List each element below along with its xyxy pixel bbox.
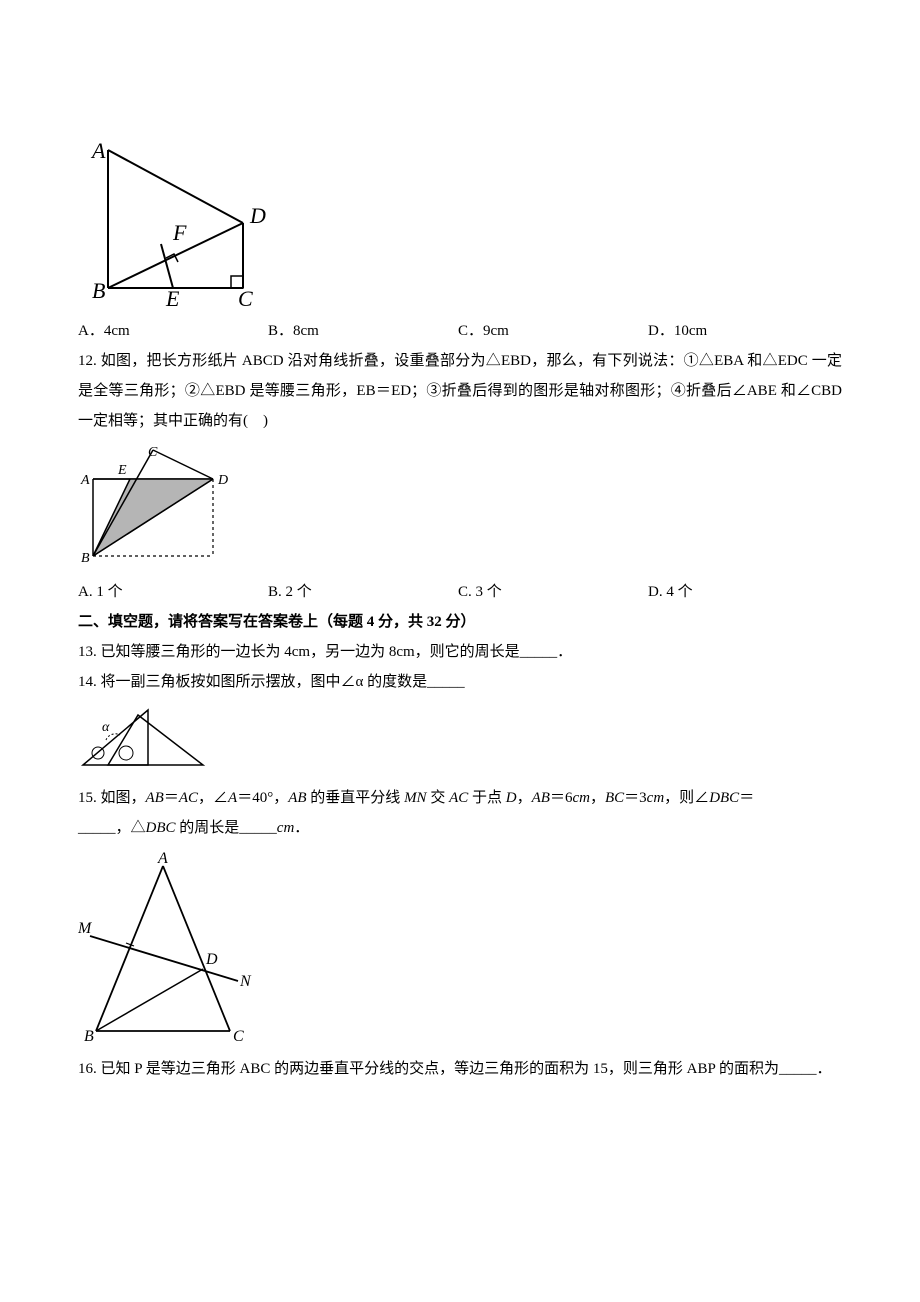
q16-text: 16. 已知 P 是等边三角形 ABC 的两边垂直平分线的交点，等边三角形的面积… — [78, 1054, 842, 1084]
q14-number: 14. — [78, 674, 97, 690]
q12-label-D: D — [217, 473, 228, 488]
q15-t9: ＝6 — [550, 790, 573, 806]
q15-t13: ＝ — [739, 790, 754, 806]
q15-label-B: B — [84, 1028, 94, 1045]
q15-mn: MN — [404, 790, 427, 806]
q12-text: 12. 如图，把长方形纸片 ABCD 沿对角线折叠，设重叠部分为△EBD，那么，… — [78, 346, 842, 436]
q12-label-A: A — [80, 473, 90, 488]
q15-t12: ，则∠ — [664, 790, 709, 806]
q15-ab3: AB — [532, 790, 550, 806]
q15-label-A: A — [157, 851, 168, 867]
q15-cm2: cm — [647, 790, 665, 806]
q12-number: 12. — [78, 353, 97, 369]
q15-l2c: ． — [294, 820, 309, 836]
q15-text-line2: _____，△DBC 的周长是_____cm． — [78, 813, 842, 843]
q15-t7: 于点 — [468, 790, 506, 806]
q12-option-a[interactable]: A. 1 个 — [78, 577, 268, 607]
q15-label-M: M — [78, 920, 93, 937]
q15-l2b: 的周长是_____ — [176, 820, 277, 836]
q15-t3: ，∠ — [198, 790, 228, 806]
q11-options: A．4cm B．8cm C．9cm D．10cm — [78, 316, 842, 346]
q12-label-E: E — [117, 463, 127, 478]
q15-label-N: N — [239, 973, 252, 990]
q15-t10: ， — [590, 790, 605, 806]
q15-a: A — [228, 790, 237, 806]
q15-number: 15. — [78, 790, 97, 806]
q11-option-b[interactable]: B．8cm — [268, 316, 458, 346]
q15-label-C: C — [233, 1028, 244, 1045]
q16-body: 已知 P 是等边三角形 ABC 的两边垂直平分线的交点，等边三角形的面积为 15… — [101, 1061, 832, 1077]
label-E: E — [165, 286, 180, 308]
q14-figure: α — [78, 705, 842, 775]
q12-option-d[interactable]: D. 4 个 — [648, 577, 838, 607]
q15-ac2: AC — [449, 790, 468, 806]
label-D: D — [249, 203, 266, 228]
q14-body: 将一副三角板按如图所示摆放，图中∠α 的度数是_____ — [101, 674, 465, 690]
q12-option-b[interactable]: B. 2 个 — [268, 577, 458, 607]
q15-figure: A B C D M N — [78, 851, 842, 1046]
q15-d: D — [506, 790, 517, 806]
q15-ab2: AB — [288, 790, 306, 806]
section2-heading: 二、填空题，请将答案写在答案卷上（每题 4 分，共 32 分） — [78, 607, 842, 637]
q15-ab1: AB — [146, 790, 164, 806]
q15-dbc2: DBC — [146, 820, 176, 836]
q15-bc: BC — [605, 790, 624, 806]
q12-label-B: B — [81, 551, 90, 566]
q12-figure: A B C D E — [78, 444, 842, 569]
q15-label-D: D — [205, 951, 218, 968]
q15-t8: ， — [517, 790, 532, 806]
q16-number: 16. — [78, 1061, 97, 1077]
q12-option-c[interactable]: C. 3 个 — [458, 577, 648, 607]
q13-body: 已知等腰三角形的一边长为 4cm，另一边为 8cm，则它的周长是_____． — [101, 644, 573, 660]
label-A: A — [90, 138, 106, 163]
q15-ac: AC — [179, 790, 198, 806]
q15-t5: 的垂直平分线 — [307, 790, 405, 806]
q15-t6: 交 — [427, 790, 450, 806]
q12-label-C: C — [148, 445, 158, 460]
label-C: C — [238, 286, 253, 308]
q14-text: 14. 将一副三角板按如图所示摆放，图中∠α 的度数是_____ — [78, 667, 842, 697]
q15-t1: 如图， — [101, 790, 146, 806]
q15-t2: ＝ — [164, 790, 179, 806]
q11-option-a[interactable]: A．4cm — [78, 316, 268, 346]
q15-cm3: cm — [277, 820, 295, 836]
q15-t4: ＝40°， — [237, 790, 288, 806]
label-B: B — [92, 278, 105, 303]
q15-cm1: cm — [572, 790, 590, 806]
q11-option-d[interactable]: D．10cm — [648, 316, 838, 346]
q15-dbc: DBC — [709, 790, 739, 806]
q12-body: 如图，把长方形纸片 ABCD 沿对角线折叠，设重叠部分为△EBD，那么，有下列说… — [78, 353, 842, 429]
q13-number: 13. — [78, 644, 97, 660]
q13-text: 13. 已知等腰三角形的一边长为 4cm，另一边为 8cm，则它的周长是____… — [78, 637, 842, 667]
q15-text: 15. 如图，AB＝AC，∠A＝40°，AB 的垂直平分线 MN 交 AC 于点… — [78, 783, 842, 813]
q14-alpha: α — [102, 720, 110, 735]
q15-t11: ＝3 — [624, 790, 647, 806]
label-F: F — [172, 220, 187, 245]
q15-l2a: _____，△ — [78, 820, 146, 836]
q12-options: A. 1 个 B. 2 个 C. 3 个 D. 4 个 — [78, 577, 842, 607]
q11-option-c[interactable]: C．9cm — [458, 316, 648, 346]
q11-figure: A B C D E F — [78, 138, 842, 308]
